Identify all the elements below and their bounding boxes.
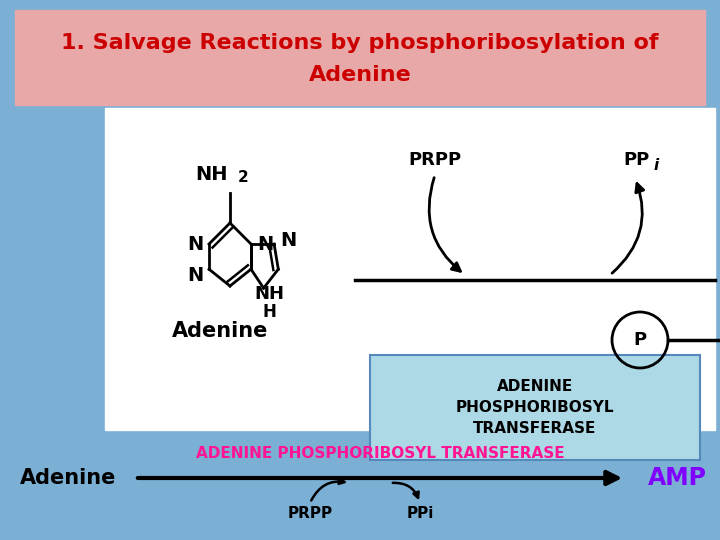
FancyBboxPatch shape (105, 108, 715, 430)
Text: Adenine: Adenine (172, 321, 268, 341)
FancyArrowPatch shape (612, 184, 644, 273)
FancyBboxPatch shape (15, 10, 705, 105)
FancyArrowPatch shape (429, 178, 461, 271)
Text: ADENINE
PHOSPHORIBOSYL
TRANSFERASE: ADENINE PHOSPHORIBOSYL TRANSFERASE (456, 379, 614, 436)
FancyArrowPatch shape (393, 483, 418, 498)
FancyArrowPatch shape (311, 478, 344, 501)
Text: ADENINE PHOSPHORIBOSYL TRANSFERASE: ADENINE PHOSPHORIBOSYL TRANSFERASE (196, 446, 564, 461)
Text: AMP: AMP (648, 466, 707, 490)
Text: Adenine: Adenine (20, 468, 117, 488)
Text: PP: PP (624, 151, 650, 169)
Text: N: N (257, 234, 273, 253)
Text: N: N (187, 266, 203, 285)
Text: PPi: PPi (406, 507, 433, 522)
Text: 1. Salvage Reactions by phosphoribosylation of: 1. Salvage Reactions by phosphoribosylat… (61, 33, 659, 53)
Text: N: N (280, 231, 296, 249)
Text: H: H (263, 303, 276, 321)
Text: 2: 2 (238, 170, 248, 185)
Text: PRPP: PRPP (408, 151, 462, 169)
Text: NH: NH (196, 165, 228, 185)
Text: PRPP: PRPP (287, 507, 333, 522)
FancyArrowPatch shape (138, 472, 618, 484)
FancyBboxPatch shape (370, 355, 700, 460)
Text: N: N (187, 234, 203, 253)
Text: NH: NH (255, 285, 284, 303)
Text: i: i (654, 159, 660, 173)
Text: Adenine: Adenine (309, 65, 411, 85)
Text: P: P (634, 331, 647, 349)
